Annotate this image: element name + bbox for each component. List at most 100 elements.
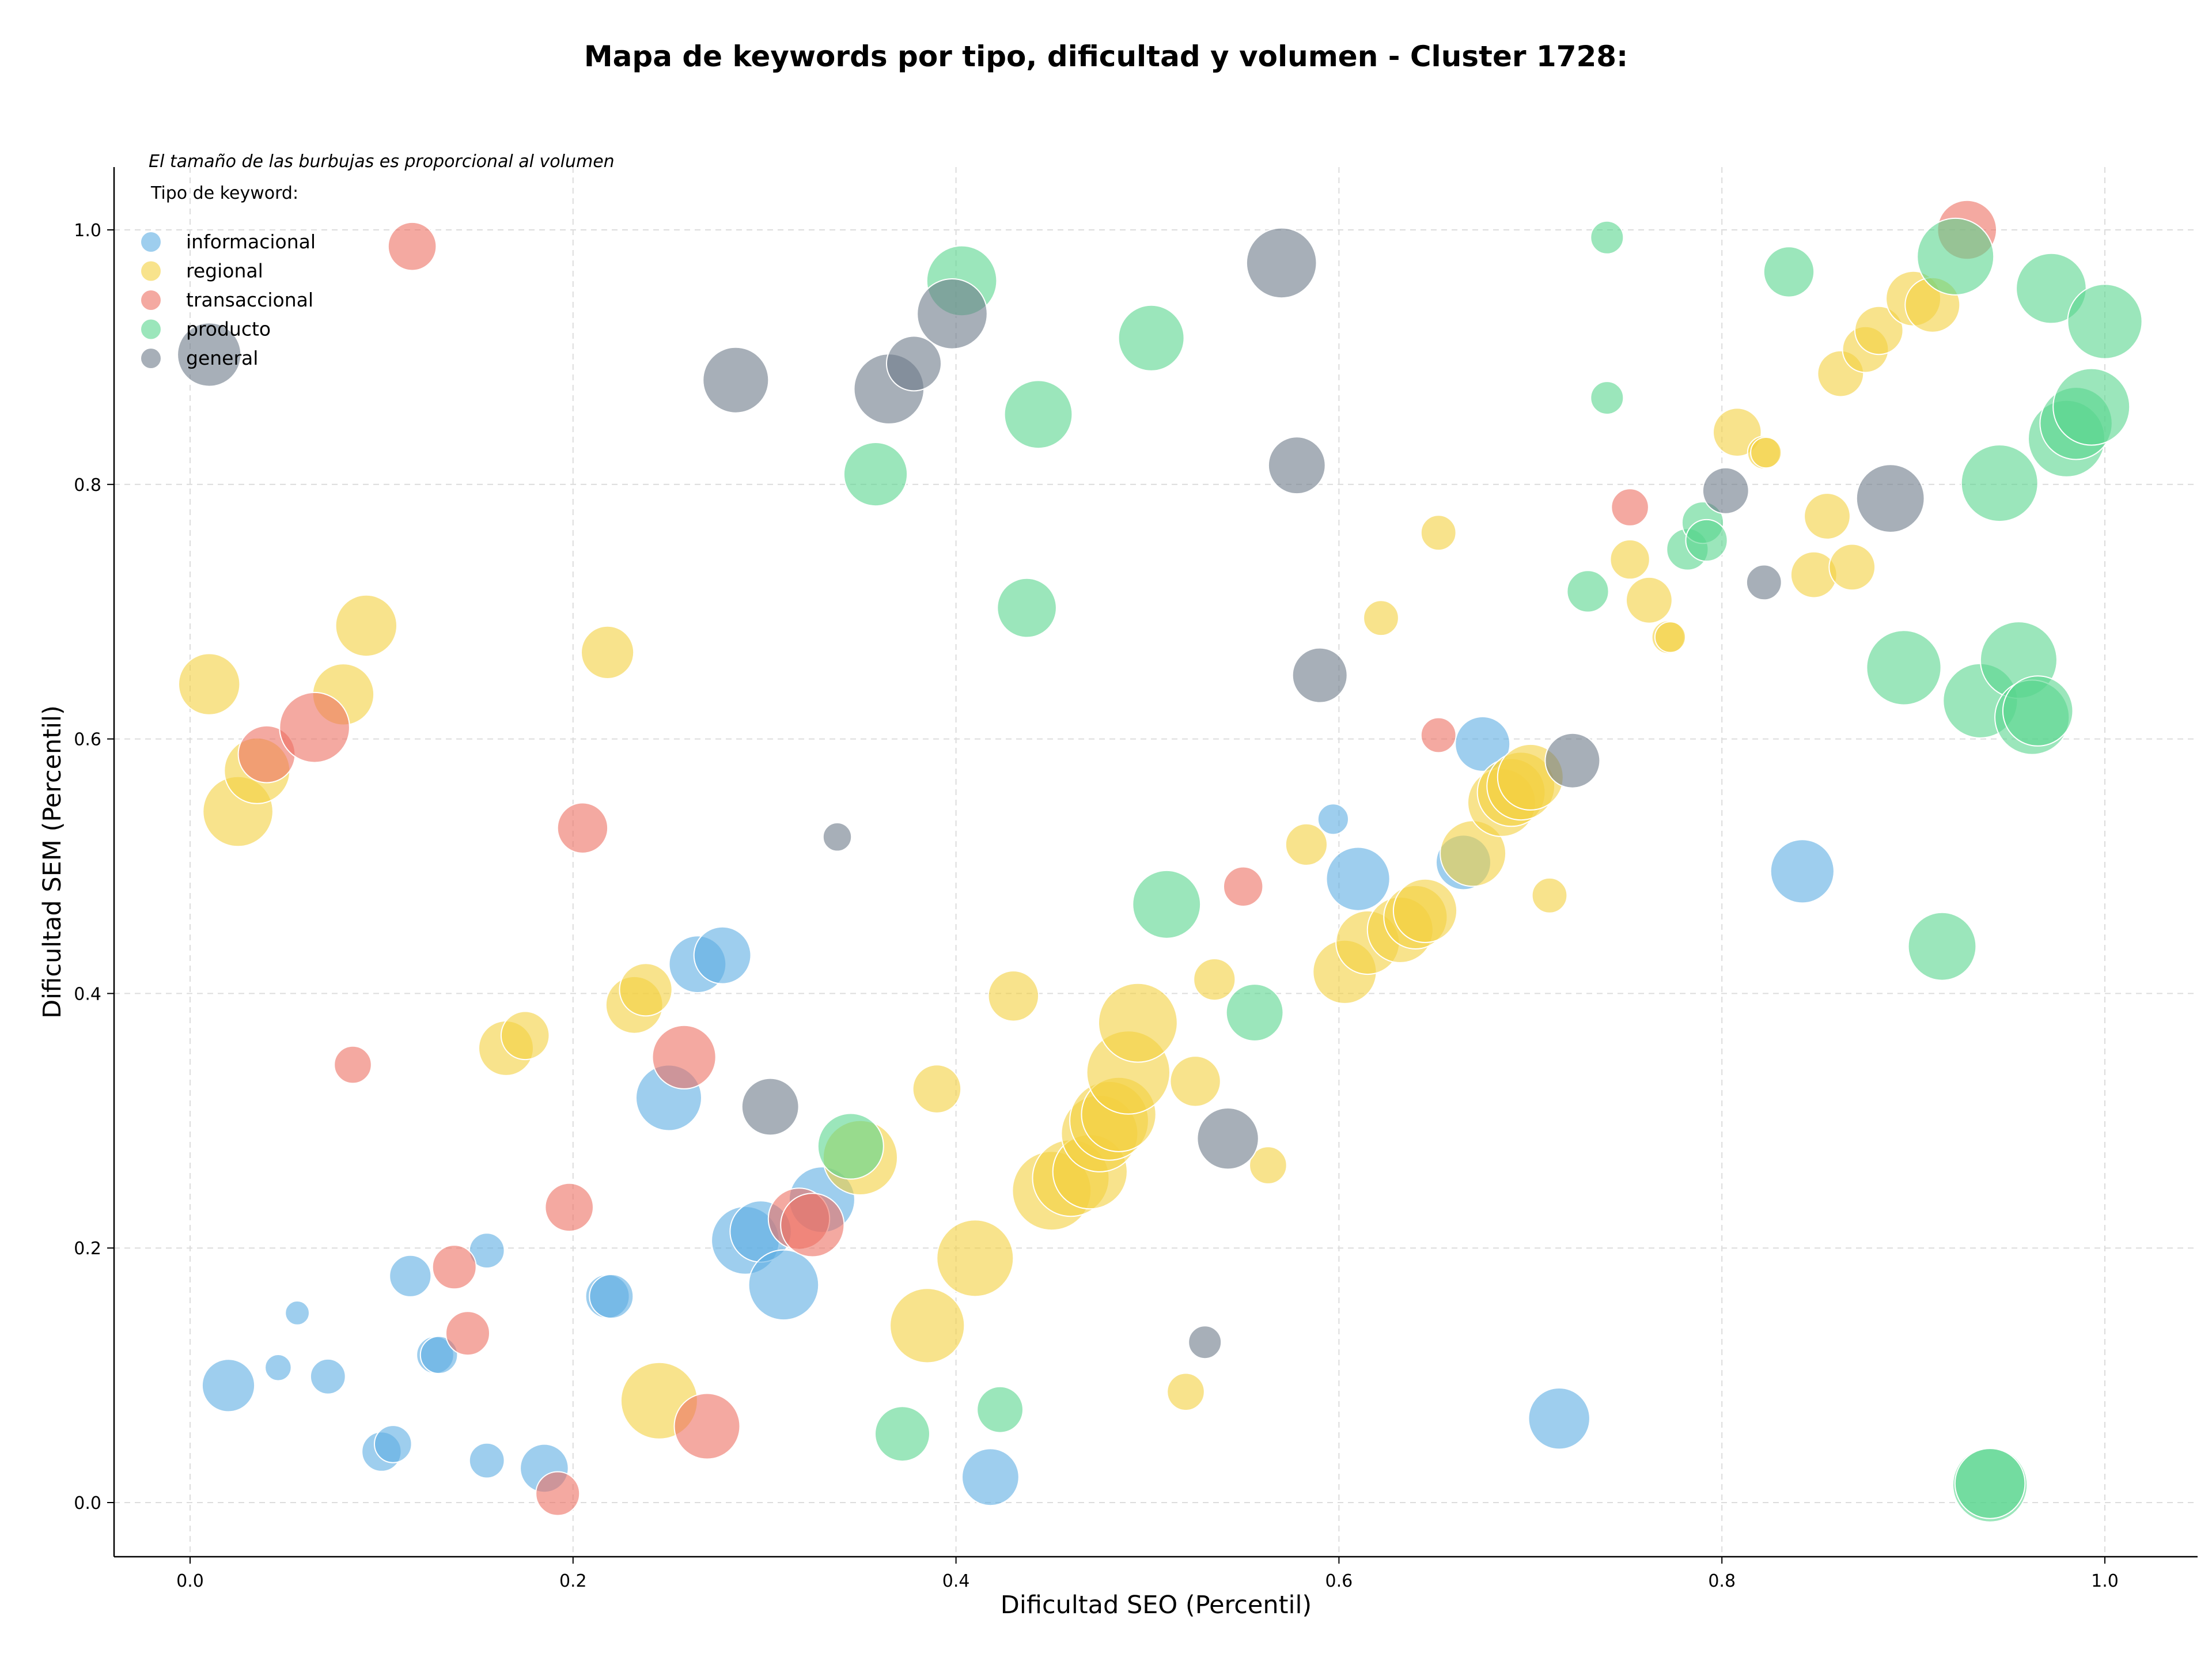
bubble-regional [581, 625, 635, 680]
bubble-general [177, 322, 242, 387]
bubble-regional [1392, 878, 1458, 943]
bubble-producto [874, 1406, 930, 1462]
x-tick-label: 0.6 [1325, 1571, 1353, 1591]
legend-title: Tipo de keyword: [150, 183, 298, 203]
bubble-regional [1420, 514, 1457, 551]
bubble-informacional [468, 1442, 505, 1479]
bubble-producto [1566, 570, 1609, 613]
x-axis-label: Dificultad SEO (Percentil) [1001, 1591, 1312, 1620]
bubble-regional [178, 653, 241, 716]
bubble-producto [1866, 630, 1942, 706]
bubble-regional [1750, 437, 1782, 469]
bubble-regional [619, 963, 673, 1017]
bubble-regional [1193, 958, 1236, 1001]
bubble-general [1267, 436, 1326, 495]
bubble-regional [1169, 1055, 1221, 1107]
axes [113, 167, 2198, 1558]
legend-label: general [186, 347, 258, 369]
y-tick-label: 1.0 [74, 221, 101, 241]
bubble-informacional [1325, 846, 1391, 911]
y-tick-label: 0.0 [74, 1493, 101, 1514]
y-ticks: 0.0 0.2 0.4 0.6 0.8 1.0 [74, 221, 114, 1514]
bubble-regional [335, 594, 397, 657]
bubble-transaccional [279, 691, 350, 763]
bubble-informacional [1770, 839, 1835, 904]
bubble-regional [1363, 600, 1399, 637]
bubble-regional [1531, 877, 1568, 914]
bubble-transaccional [1611, 488, 1649, 527]
bubble-informacional [748, 1249, 820, 1321]
legend-marker [141, 232, 161, 252]
chart-subtitle: El tamaño de las burbujas es proporciona… [149, 152, 615, 172]
bubble-producto [1003, 380, 1073, 449]
legend-marker [141, 290, 161, 310]
bubble-transaccional [673, 1393, 741, 1460]
bubble-general [822, 822, 853, 852]
bubble-producto [817, 1113, 884, 1180]
bubble-transaccional [1223, 866, 1264, 907]
x-ticks: 0.0 0.2 0.4 0.6 0.8 1.0 [176, 1557, 2119, 1591]
bubble-informacional [201, 1359, 256, 1413]
bubble-producto [2067, 283, 2143, 360]
bubble-regional [1804, 493, 1851, 540]
bubble-regional [1166, 1372, 1205, 1412]
bubble-transaccional [1420, 717, 1457, 754]
bubble-regional [1609, 539, 1650, 580]
bubble-general [886, 335, 942, 392]
bubble-informacional [693, 926, 752, 985]
legend-label: transaccional [186, 289, 313, 311]
bubble-general [916, 278, 988, 350]
bubble-informacional [419, 1335, 459, 1375]
bubble-informacional [264, 1354, 292, 1382]
bubble-regional [912, 1064, 962, 1114]
bubble-producto [1960, 444, 2039, 523]
bubble-producto [1916, 217, 1995, 296]
bubble-producto [1954, 1448, 2026, 1519]
bubble-producto [1132, 869, 1202, 939]
bubble-regional [500, 1011, 550, 1061]
bubble-producto [1907, 911, 1977, 981]
chart-title: Mapa de keywords por tipo, dificultad y … [584, 40, 1628, 73]
bubble-producto [1590, 220, 1624, 255]
y-tick-label: 0.2 [74, 1239, 101, 1259]
legend-marker [141, 349, 161, 368]
bubble-regional [987, 970, 1040, 1022]
bubble-transaccional [544, 1182, 594, 1232]
legend-label: producto [186, 318, 271, 340]
legend-label: informacional [186, 230, 316, 253]
bubble-informacional [1317, 803, 1349, 835]
y-tick-label: 0.4 [74, 984, 101, 1004]
y-tick-label: 0.8 [74, 475, 101, 495]
bubble-general [1702, 467, 1749, 514]
bubble-informacional [1455, 716, 1511, 772]
bubble-transaccional [780, 1193, 845, 1258]
bubble-producto [997, 577, 1057, 638]
bubble-regional [1626, 576, 1673, 624]
bubble-transaccional [387, 221, 437, 271]
x-tick-label: 0.2 [559, 1571, 587, 1591]
bubble-producto [843, 442, 908, 507]
bubble-producto [976, 1386, 1024, 1433]
bubble-producto [1225, 983, 1284, 1042]
bubble-general [1245, 227, 1317, 299]
x-tick-label: 0.8 [1708, 1571, 1736, 1591]
legend: Tipo de keyword: informacional regional tr… [141, 183, 316, 369]
y-axis-label: Dificultad SEM (Percentil) [38, 705, 67, 1019]
bubble-transaccional [445, 1311, 490, 1356]
bubble-informacional [309, 1358, 346, 1395]
bubble-regional [1098, 982, 1178, 1063]
bubble-producto [2002, 675, 2074, 747]
bubble-informacional [389, 1254, 432, 1297]
bubble-regional [889, 1288, 965, 1364]
bubble-general [1745, 564, 1782, 601]
bubble-general [741, 1077, 800, 1136]
bubble-regional [1249, 1146, 1287, 1185]
bubble-transaccional [334, 1045, 372, 1084]
bubble-general [1188, 1325, 1222, 1360]
bubble-regional [1854, 305, 1904, 355]
bubble-general [1855, 464, 1925, 533]
y-tick-label: 0.6 [74, 730, 101, 750]
bubble-general [1291, 647, 1348, 703]
bubble-regional [1654, 621, 1687, 653]
